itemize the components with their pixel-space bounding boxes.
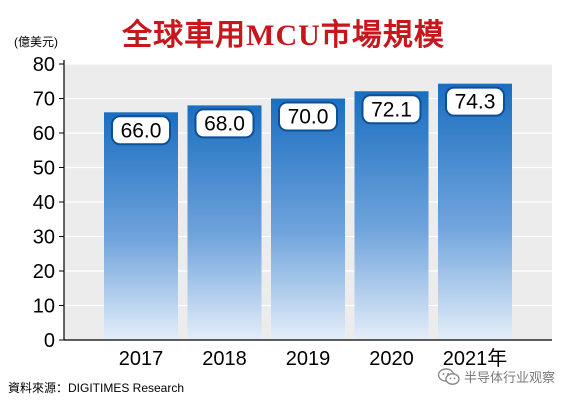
x-tick-label: 2019 [286,348,331,370]
data-label: 70.0 [288,106,329,129]
data-label-box [445,86,505,117]
x-tick-label: 2017 [119,348,164,370]
x-tick-label: 2020 [369,348,414,370]
y-tick-label: 80 [33,54,55,76]
data-label-box [361,94,422,125]
y-axis: 0 10 20 30 40 50 60 70 80 [33,54,552,352]
data-label-box [111,115,171,146]
bar [271,98,345,340]
x-tick-label: 2021年 [443,347,508,370]
wechat-icon [438,367,460,385]
y-tick-label: 50 [33,158,55,180]
y-tick-label: 70 [33,89,55,111]
data-label: 66.0 [121,119,162,142]
data-label: 74.3 [455,91,496,114]
y-tick-label: 30 [33,227,55,249]
y-tick-label: 0 [44,330,55,352]
bar [104,112,178,340]
data-label-box [278,101,338,132]
y-tick-label: 60 [33,123,55,145]
bars: 66.0 68.0 70.0 72.1 74.3 [104,83,512,341]
y-unit-label: (億美元) [14,35,58,49]
bar [438,83,512,340]
y-tick-label: 10 [33,296,55,318]
watermark-text: 半导体行业观察 [464,370,556,385]
bar [354,91,429,340]
x-tick-label: 2018 [202,348,247,370]
bar [187,105,262,341]
x-axis: 2017 2018 2019 2020 2021年 [119,347,508,370]
source-note: 資料來源：DIGITIMES Research [8,381,185,395]
chart-title: 全球車用MCU市場規模 [122,19,445,52]
data-label-box [194,108,255,139]
y-tick-label: 20 [33,261,55,283]
y-tick-label: 40 [33,192,55,214]
data-label: 68.0 [204,112,245,135]
data-label: 72.1 [371,98,412,121]
watermark: 半导体行业观察 [438,367,555,386]
